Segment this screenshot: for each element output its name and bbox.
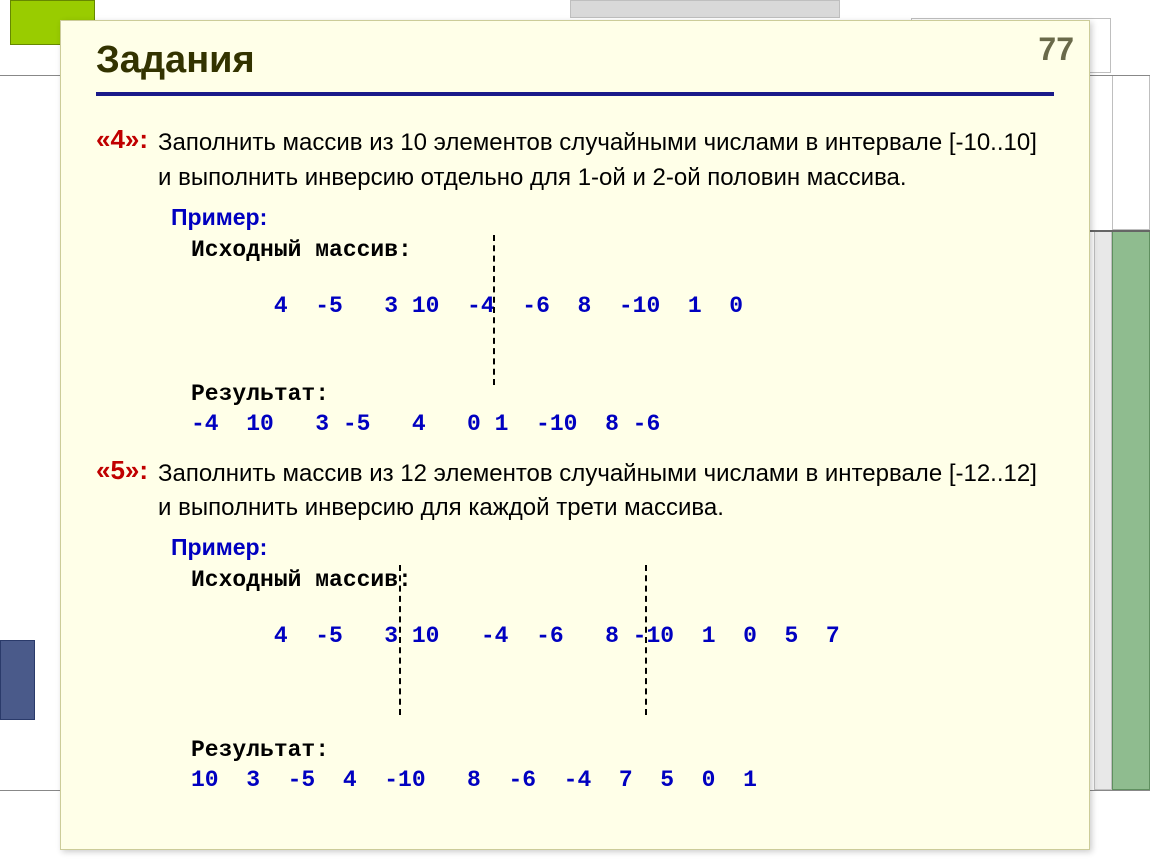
- page-number: 77: [1038, 31, 1074, 68]
- source-label: Исходный массив:: [191, 237, 1054, 263]
- slide-content: 77 Задания «4»: Заполнить массив из 10 э…: [60, 20, 1090, 850]
- task-text: Заполнить массив из 12 элементов случайн…: [158, 455, 1054, 527]
- decor-block-gray-top: [570, 0, 840, 18]
- array-values: 4 -5 3 10 -4 -6 8 -10 1 0 5 7: [274, 623, 840, 649]
- decor-right-strip-green: [1112, 230, 1150, 790]
- divider-dash: [645, 565, 647, 715]
- decor-right-strip-gray: [1112, 75, 1150, 230]
- result-label: Результат:: [191, 381, 1054, 407]
- task-text: Заполнить массив из 10 элементов случайн…: [158, 124, 1054, 196]
- result-array: 10 3 -5 4 -10 8 -6 -4 7 5 0 1: [191, 767, 1054, 793]
- task-number: «4»:: [96, 124, 148, 155]
- task-4: «4»: Заполнить массив из 10 элементов сл…: [96, 124, 1054, 437]
- source-array: 4 -5 3 10 -4 -6 8 -10 1 0 5 7: [191, 597, 1054, 727]
- divider-dash: [399, 565, 401, 715]
- decor-right-strip-gray2: [1094, 230, 1112, 790]
- array-values: 4 -5 3 10 -4 -6 8 -10 1 0: [274, 293, 743, 319]
- example-label: Пример:: [171, 534, 1054, 561]
- source-label: Исходный массив:: [191, 567, 1054, 593]
- result-label: Результат:: [191, 737, 1054, 763]
- task-number: «5»:: [96, 455, 148, 486]
- decor-left-bar: [0, 640, 35, 720]
- example-label: Пример:: [171, 204, 1054, 231]
- divider-dash: [493, 235, 495, 385]
- title-underline: [96, 92, 1054, 96]
- source-array: 4 -5 3 10 -4 -6 8 -10 1 0: [191, 267, 1054, 371]
- result-array: -4 10 3 -5 4 0 1 -10 8 -6: [191, 411, 1054, 437]
- task-5: «5»: Заполнить массив из 12 элементов сл…: [96, 455, 1054, 794]
- slide-title: Задания: [96, 39, 1054, 82]
